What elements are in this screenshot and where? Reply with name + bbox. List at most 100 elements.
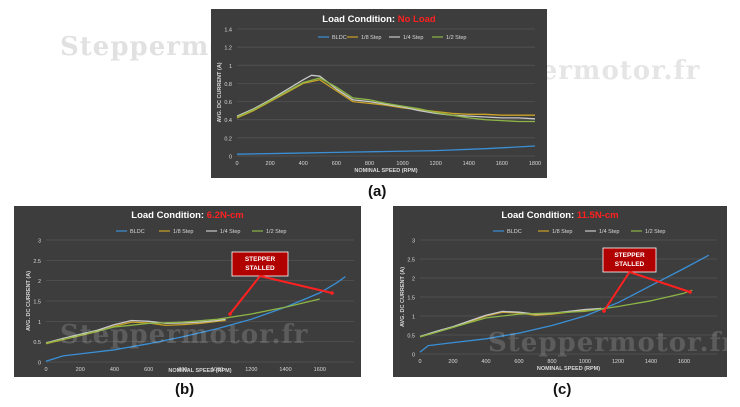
series-line-14step <box>45 318 226 344</box>
y-tick-label: 0.5 <box>33 340 41 346</box>
x-tick-label: 1200 <box>612 359 624 365</box>
series-line-18step <box>45 319 226 345</box>
x-tick-label: 800 <box>365 161 374 167</box>
series-line-bldc <box>45 276 346 362</box>
y-tick-label: 0.4 <box>224 118 232 124</box>
x-tick-label: 200 <box>448 359 457 365</box>
chart-c-svg: 0 0.5 1 1.5 2 2.5 3 0 200 400 600 800 1000 1200 1400 16… <box>400 210 717 372</box>
x-tick-label: 1600 <box>496 161 508 167</box>
y-tick-label: 3 <box>412 239 415 245</box>
x-tick-label: 800 <box>178 367 187 373</box>
y-tick-label: 3 <box>38 239 41 245</box>
stall-arrow-tip <box>688 290 692 294</box>
chart-a-svg: 0 0.2 0.4 0.6 0.8 1 1.2 1.4 0 200 400 600 800 1000 120… <box>217 14 541 174</box>
x-tick-label: 0 <box>235 161 238 167</box>
caption-b: (b) <box>175 381 195 398</box>
y-tick-label: 1.5 <box>407 296 415 302</box>
x-tick-label: 1400 <box>463 161 475 167</box>
x-axis-label: NOMINAL SPEED (RPM) <box>354 168 417 174</box>
x-axis-label: NOMINAL SPEED (RPM) <box>168 368 231 374</box>
chart-title: Load Condition: No Load <box>322 14 436 25</box>
stall-annotation-text: STEPPER <box>245 256 276 263</box>
chart-title: Load Condition: 11.5N-cm <box>501 210 618 221</box>
series-line-12step <box>419 289 693 338</box>
series-line-14step <box>236 74 536 120</box>
legend-label: 1/4 Step <box>220 229 241 235</box>
y-tick-label: 1.5 <box>33 300 41 306</box>
y-tick-label: 0.8 <box>224 82 232 88</box>
x-tick-label: 200 <box>76 367 85 373</box>
x-tick-label: 0 <box>418 359 421 365</box>
x-tick-label: 0 <box>44 367 47 373</box>
stall-arrow <box>259 275 333 294</box>
legend-label: 1/8 Step <box>552 229 573 235</box>
chart-title: Load Condition: 6.2N-cm <box>131 210 243 221</box>
series-line-18step <box>419 308 602 338</box>
x-tick-label: 200 <box>266 161 275 167</box>
x-tick-label: 400 <box>110 367 119 373</box>
stall-arrow <box>229 275 261 315</box>
x-tick-label: 400 <box>481 359 490 365</box>
y-tick-label: 1 <box>412 315 415 321</box>
legend-label: BLDC <box>507 229 522 235</box>
x-tick-label: 1600 <box>314 367 326 373</box>
stall-arrow <box>629 271 691 293</box>
y-tick-label: 1 <box>38 320 41 326</box>
y-tick-label: 0.6 <box>224 100 232 106</box>
chart-panel-b: 0 0.5 1 1.5 2 2.5 3 0 200 400 600 800 1000 1200 1400 16… <box>14 206 361 377</box>
x-tick-label: 800 <box>547 359 556 365</box>
y-axis-label: AVG. DC CURRENT (A) <box>26 271 32 331</box>
legend-label: 1/4 Step <box>403 35 424 41</box>
series-line-bldc <box>236 145 536 155</box>
caption-a: (a) <box>368 183 387 200</box>
y-tick-label: 1.4 <box>224 28 232 34</box>
x-tick-label: 400 <box>299 161 308 167</box>
stall-arrow <box>603 271 631 312</box>
caption-c: (c) <box>553 381 572 398</box>
x-tick-label: 1000 <box>396 161 408 167</box>
x-tick-label: 1400 <box>645 359 657 365</box>
chart-panel-a: 0 0.2 0.4 0.6 0.8 1 1.2 1.4 0 200 400 600 800 1000 120… <box>211 9 547 178</box>
y-tick-label: 1 <box>229 64 232 70</box>
series-line-12step <box>236 77 535 123</box>
legend-label: 1/2 Step <box>446 35 467 41</box>
y-tick-label: 0.2 <box>224 136 232 142</box>
chart-b-svg: 0 0.5 1 1.5 2 2.5 3 0 200 400 600 800 1000 1200 1400 16… <box>26 210 354 374</box>
x-tick-label: 600 <box>514 359 523 365</box>
stall-arrow-tip <box>330 291 334 295</box>
legend-label: 1/4 Step <box>599 229 620 235</box>
series-line-14step <box>419 307 602 338</box>
x-tick-label: 1000 <box>579 359 591 365</box>
legend-label: 1/8 Step <box>173 229 194 235</box>
y-tick-label: 0 <box>229 155 232 161</box>
y-axis-label: AVG. DC CURRENT (A) <box>400 267 406 327</box>
stall-arrow-tip <box>228 312 232 316</box>
y-tick-label: 0.5 <box>407 334 415 340</box>
series-line-12step <box>45 298 320 344</box>
legend-label: BLDC <box>332 35 347 41</box>
y-tick-label: 2 <box>412 277 415 283</box>
stall-annotation-box <box>231 251 289 277</box>
y-tick-label: 2 <box>38 279 41 285</box>
y-axis-label: AVG. DC CURRENT (A) <box>217 62 223 122</box>
stall-annotation-text: STALLED <box>615 261 645 268</box>
x-tick-label: 1400 <box>279 367 291 373</box>
stall-annotation-box <box>602 247 657 273</box>
x-axis-label: NOMINAL SPEED (RPM) <box>537 366 600 372</box>
stall-annotation-text: STALLED <box>245 265 275 272</box>
x-tick-label: 600 <box>332 161 341 167</box>
series-line-bldc <box>419 254 710 353</box>
chart-panel-c: 0 0.5 1 1.5 2 2.5 3 0 200 400 600 800 1000 1200 1400 16… <box>393 206 727 377</box>
x-tick-label: 1000 <box>211 367 223 373</box>
y-tick-label: 2.5 <box>33 259 41 265</box>
series-line-18step <box>236 79 535 119</box>
y-tick-label: 1.2 <box>224 46 232 52</box>
y-tick-label: 2.5 <box>407 258 415 264</box>
x-tick-label: 1200 <box>245 367 257 373</box>
stall-annotation-text: STEPPER <box>614 252 645 259</box>
stall-arrow-tip <box>602 309 606 313</box>
legend-label: BLDC <box>130 229 145 235</box>
x-tick-label: 1800 <box>529 161 541 167</box>
x-tick-label: 600 <box>144 367 153 373</box>
x-tick-label: 1600 <box>678 359 690 365</box>
